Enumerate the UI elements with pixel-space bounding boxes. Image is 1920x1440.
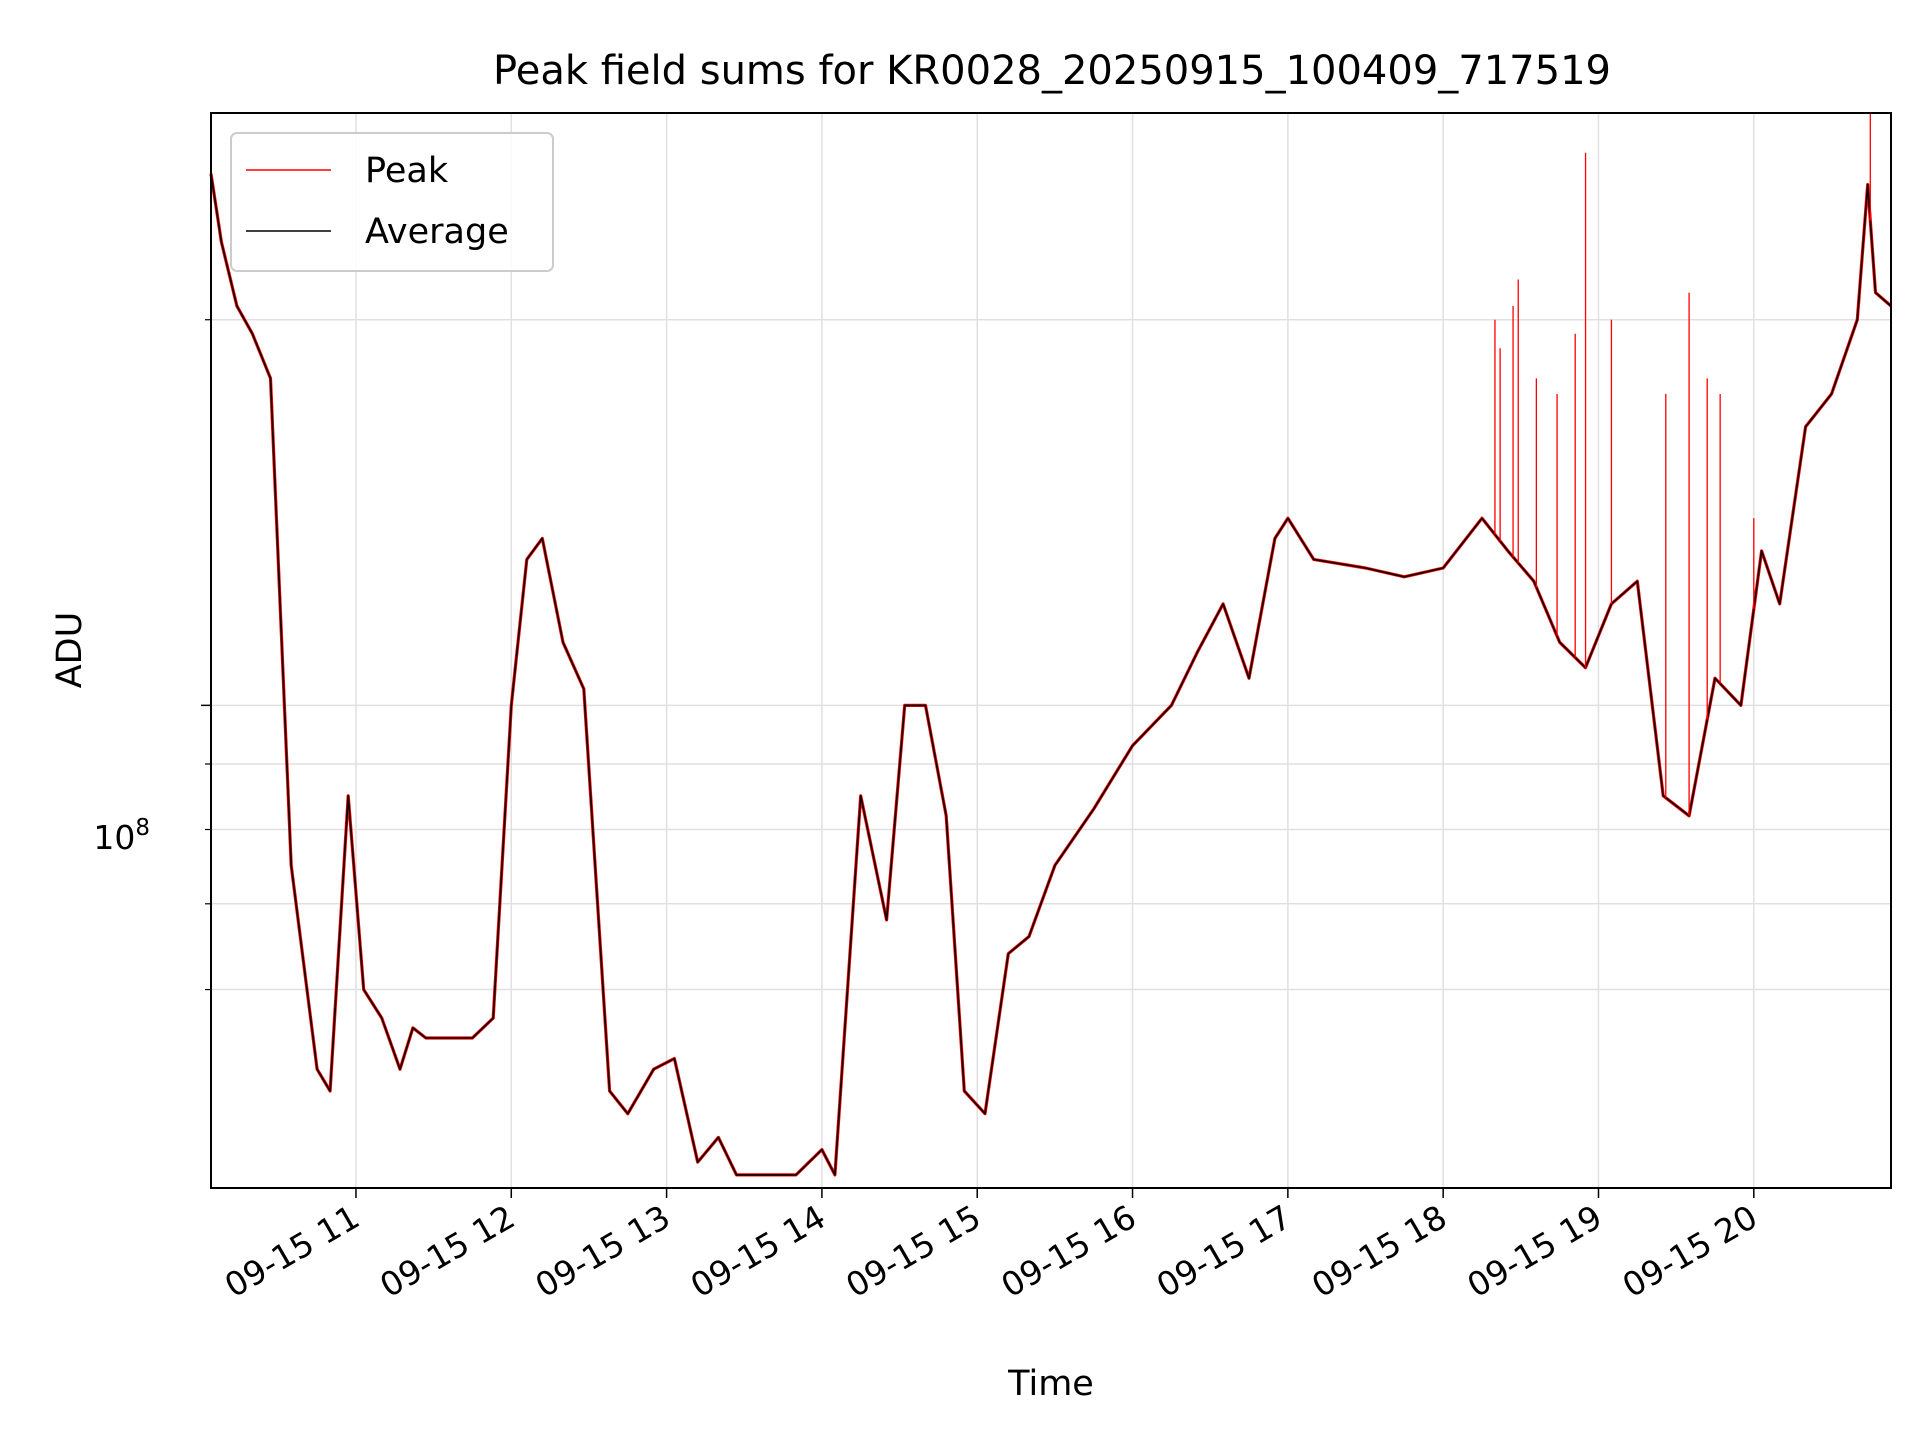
legend-box (230, 132, 554, 272)
chart-title: Peak field sums for KR0028_20250915_1004… (493, 48, 1611, 94)
series-layer (209, 113, 1893, 1177)
legend-label-peak: Peak (365, 151, 449, 191)
average-series-line (210, 173, 1892, 1176)
grid (211, 113, 1891, 1188)
y-tick-label: 108 (93, 815, 150, 857)
legend-label-average: Average (365, 212, 509, 252)
plot-frame (210, 112, 1892, 1189)
y-axis-label: ADU (50, 612, 90, 689)
x-axis-label: Time (1007, 1364, 1094, 1404)
legend: Peak Average (230, 132, 554, 272)
y-axis: 108 (93, 319, 211, 991)
